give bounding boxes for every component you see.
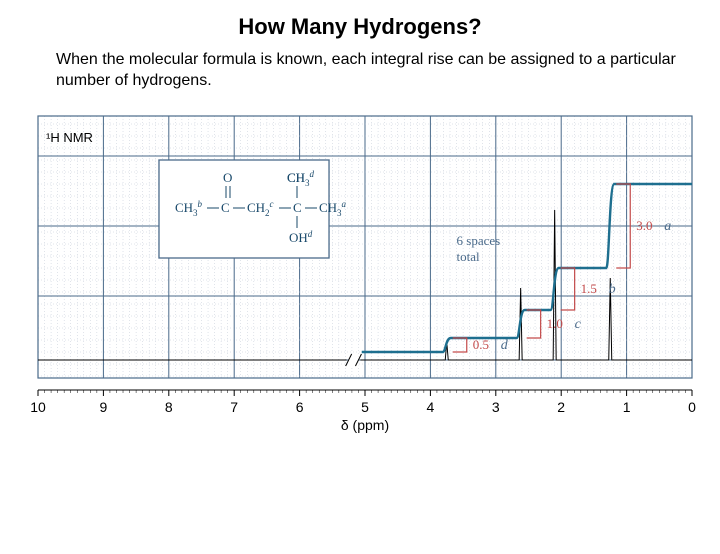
step-value: 3.0 xyxy=(636,218,652,233)
svg-text:O: O xyxy=(223,170,232,185)
xaxis-label: δ (ppm) xyxy=(341,417,389,433)
xtick-label: 3 xyxy=(492,399,500,415)
xtick-label: 2 xyxy=(557,399,565,415)
xtick-label: 7 xyxy=(230,399,238,415)
xtick-label: 6 xyxy=(296,399,304,415)
step-letter: b xyxy=(609,282,616,297)
svg-text:total: total xyxy=(457,249,480,264)
xtick-label: 4 xyxy=(427,399,435,415)
xtick-label: 10 xyxy=(30,399,46,415)
xtick-label: 8 xyxy=(165,399,173,415)
nmr-label: ¹H NMR xyxy=(46,130,93,145)
nmr-chart: 0.5d1.0c1.5b3.0a6 spacestotal10987654321… xyxy=(10,110,710,440)
xtick-label: 5 xyxy=(361,399,369,415)
step-value: 1.5 xyxy=(581,281,597,296)
description: When the molecular formula is known, eac… xyxy=(56,50,680,92)
xtick-label: 0 xyxy=(688,399,696,415)
step-letter: d xyxy=(501,338,509,353)
page-title: How Many Hydrogens? xyxy=(0,14,720,40)
step-letter: c xyxy=(575,317,582,332)
step-value: 0.5 xyxy=(473,337,489,352)
svg-text:C: C xyxy=(293,200,302,215)
xtick-label: 9 xyxy=(100,399,108,415)
svg-text:C: C xyxy=(221,200,230,215)
step-letter: a xyxy=(664,219,671,234)
xtick-label: 1 xyxy=(623,399,631,415)
step-value: 1.0 xyxy=(547,316,563,331)
six-spaces-label: 6 spaces xyxy=(457,233,501,248)
